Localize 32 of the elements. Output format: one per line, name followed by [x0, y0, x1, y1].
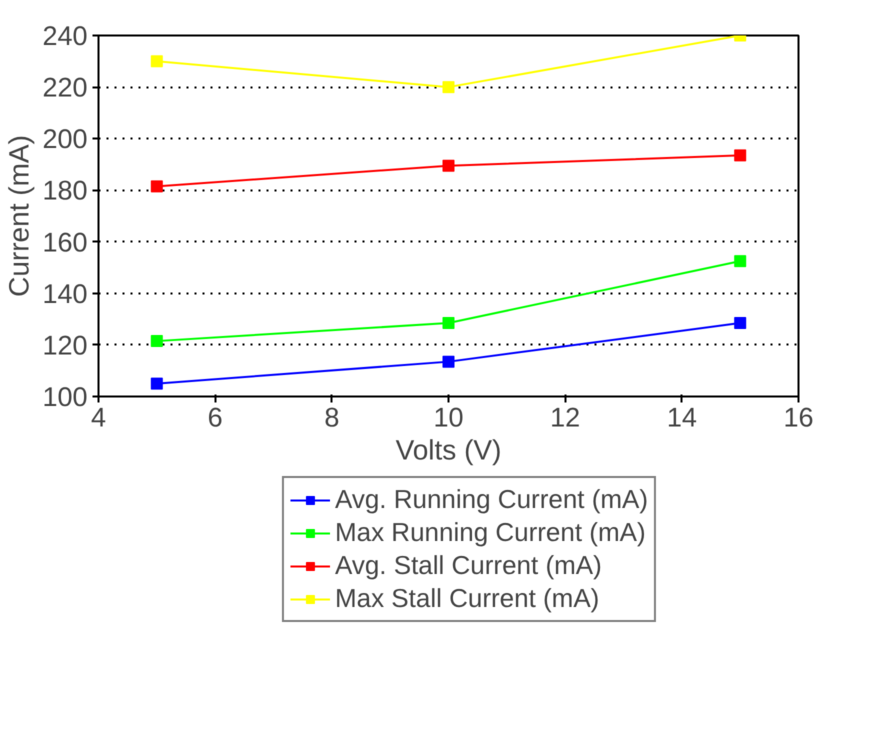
y-axis-title: Current (mA): [3, 135, 34, 297]
legend-label: Max Running Current (mA): [334, 517, 646, 548]
x-tick-label: 16: [783, 402, 814, 432]
y-tick-label: 220: [42, 72, 88, 103]
y-tick-label: 140: [42, 278, 88, 309]
x-axis-title: Volts (V): [396, 434, 502, 466]
point: [734, 255, 746, 268]
y-tick-label: 180: [42, 176, 88, 206]
point: [442, 317, 454, 330]
x-tick-label: 12: [550, 402, 580, 432]
y-tick-label: 120: [42, 330, 88, 360]
x-tick-label: 4: [90, 402, 106, 432]
point: [442, 160, 454, 172]
x-tick-label: 10: [433, 402, 464, 432]
y-tick-label: 160: [42, 227, 88, 258]
point: [442, 356, 454, 368]
point: [442, 81, 454, 94]
point: [150, 55, 163, 68]
point: [734, 149, 746, 162]
legend-label: Max Stall Current (mA): [334, 583, 600, 614]
y-tick-label: 100: [42, 382, 88, 412]
y-tick-label: 240: [42, 21, 88, 51]
point: [150, 335, 163, 348]
x-tick-label: 6: [208, 402, 223, 432]
legend-label: Avg. Running Current (mA): [334, 484, 648, 515]
x-tick-label: 8: [324, 402, 340, 432]
point: [150, 378, 163, 390]
legend-label: Avg. Stall Current (mA): [334, 550, 602, 581]
point: [150, 180, 163, 192]
y-tick-label: 200: [42, 124, 88, 154]
x-tick-label: 14: [666, 402, 697, 432]
point: [734, 317, 746, 330]
